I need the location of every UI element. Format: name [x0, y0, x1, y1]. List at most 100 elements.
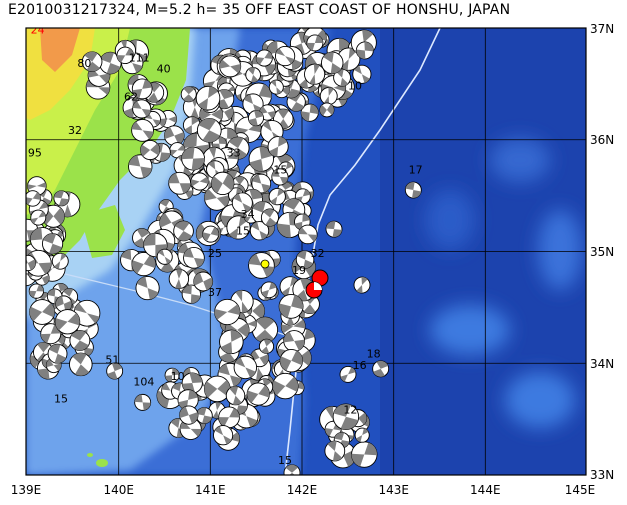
focal-mechanism-icon[interactable] — [219, 55, 242, 78]
focal-mechanism-icon[interactable] — [258, 338, 275, 354]
focal-mechanism-icon[interactable] — [20, 254, 36, 272]
focal-mechanism-icon[interactable] — [255, 49, 273, 67]
focal-mechanism-icon[interactable] — [248, 146, 274, 172]
focal-mechanism-icon[interactable] — [298, 224, 318, 245]
focal-mechanism-icon[interactable] — [260, 208, 279, 227]
focal-mechanism-icon[interactable] — [53, 190, 70, 207]
focal-mechanism-icon[interactable] — [134, 393, 152, 411]
focal-mechanism-icon[interactable] — [183, 246, 205, 269]
focal-mechanism-icon[interactable] — [131, 251, 156, 277]
focal-mechanism-icon[interactable] — [213, 425, 234, 446]
lon-label: 144E — [470, 483, 501, 497]
focal-mechanism-icon[interactable] — [73, 299, 101, 327]
focal-mechanism-icon[interactable] — [131, 119, 154, 142]
focal-mechanism-icon[interactable] — [319, 87, 338, 105]
focal-mechanism-icon[interactable] — [404, 181, 422, 199]
focal-mechanism-icon[interactable] — [279, 349, 304, 373]
focal-mechanism-icon[interactable] — [164, 367, 180, 383]
focal-mechanism-icon[interactable] — [135, 275, 160, 301]
focal-mechanism-icon[interactable] — [372, 360, 390, 378]
focal-mechanism-icon[interactable] — [300, 103, 319, 122]
focal-mechanism-icon[interactable] — [325, 220, 343, 238]
focal-mechanism-icon[interactable] — [352, 64, 372, 84]
focal-mechanism-icon[interactable] — [168, 268, 190, 290]
focal-mechanism-icon[interactable] — [131, 78, 153, 100]
focal-mechanism-icon[interactable] — [181, 146, 205, 171]
focal-mechanism-icon[interactable] — [41, 233, 64, 255]
focal-mechanism-icon[interactable] — [140, 140, 161, 161]
focal-mechanism-icon[interactable] — [116, 46, 134, 65]
focal-mechanism-icon[interactable] — [203, 375, 231, 403]
focal-mechanism-icon[interactable] — [332, 403, 360, 430]
mechanism-label: 95 — [28, 147, 42, 160]
focal-mechanism-icon[interactable] — [324, 440, 346, 462]
focal-mechanism-icon[interactable] — [40, 323, 62, 345]
focal-mechanism-icon[interactable] — [51, 252, 69, 270]
focal-mechanism-icon[interactable] — [251, 173, 272, 194]
focal-mechanism-icon[interactable] — [181, 284, 201, 304]
focal-mechanism-icon[interactable] — [218, 406, 240, 429]
focal-mechanism-icon[interactable] — [354, 427, 370, 443]
focal-mechanism-icon[interactable] — [283, 464, 301, 481]
focal-mechanism-icon[interactable] — [214, 298, 241, 326]
focal-mechanism-icon[interactable] — [242, 93, 264, 115]
focal-mechanism-icon[interactable] — [233, 355, 258, 380]
focal-mechanism-icon[interactable] — [106, 362, 124, 380]
focal-mechanism-icon[interactable] — [54, 309, 81, 335]
focal-mechanism-icon[interactable] — [47, 343, 68, 364]
mechanism-label: 16 — [353, 359, 367, 372]
focal-mechanism-icon[interactable] — [69, 330, 91, 351]
focal-mechanism-icon[interactable] — [226, 215, 251, 240]
focal-mechanism-icon[interactable] — [283, 330, 306, 352]
focal-mechanism-icon[interactable] — [260, 281, 278, 299]
focal-mechanism-icon[interactable] — [81, 51, 103, 72]
focal-mechanism-icon[interactable] — [267, 136, 289, 158]
focal-mechanism-icon[interactable] — [177, 389, 199, 411]
focal-mechanism-icon[interactable] — [179, 405, 199, 425]
focal-mechanism-icon[interactable] — [195, 407, 213, 425]
focal-mechanism-icon[interactable] — [173, 220, 194, 242]
focal-mechanism-icon[interactable] — [339, 365, 357, 383]
focal-mechanism-icon[interactable] — [271, 168, 289, 186]
focal-mechanism-icon[interactable] — [333, 68, 351, 87]
focal-mechanism-icon[interactable] — [164, 125, 185, 146]
focal-mechanism-icon[interactable] — [319, 102, 335, 118]
focal-mechanism-icon[interactable] — [278, 293, 304, 319]
focal-mechanism-icon[interactable] — [246, 382, 270, 406]
focal-mechanism-icon[interactable] — [247, 110, 265, 127]
focal-mechanism-icon[interactable] — [30, 209, 47, 226]
focal-mechanism-icon[interactable] — [219, 329, 244, 355]
focal-mechanism-icon[interactable] — [321, 51, 344, 75]
focal-mechanism-icon[interactable] — [25, 190, 41, 207]
focal-mechanism-icon[interactable] — [353, 276, 371, 294]
focal-mechanism-icon[interactable] — [128, 154, 153, 179]
focal-mechanism-icon[interactable] — [190, 172, 209, 191]
highlighted-event[interactable] — [305, 269, 329, 299]
focal-mechanism-icon[interactable] — [132, 99, 152, 119]
focal-mechanism-icon[interactable] — [29, 299, 55, 325]
focal-mechanism-icon[interactable] — [156, 248, 173, 265]
focal-mechanism-icon[interactable] — [306, 34, 324, 52]
focal-mechanism-icon[interactable] — [268, 188, 286, 206]
mechanism-label: 32 — [311, 247, 325, 260]
focal-mechanism-icon[interactable] — [69, 352, 93, 377]
focal-mechanism-icon[interactable] — [225, 385, 246, 406]
focal-mechanism-icon[interactable] — [355, 41, 374, 60]
focal-mechanism-icon[interactable] — [168, 171, 192, 195]
focal-mechanism-icon[interactable] — [196, 117, 222, 143]
focal-mechanism-icon[interactable] — [193, 271, 214, 292]
focal-mechanism-icon[interactable] — [211, 171, 235, 196]
focal-mechanism-icon[interactable] — [272, 372, 299, 400]
focal-mechanism-icon[interactable] — [249, 221, 270, 241]
focal-mechanism-icon[interactable] — [202, 225, 220, 243]
focal-mechanism-icon[interactable] — [295, 250, 315, 269]
focal-mechanism-icon[interactable] — [195, 85, 221, 111]
focal-mechanism-icon[interactable] — [180, 86, 197, 103]
focal-mechanism-icon[interactable] — [245, 67, 261, 83]
focal-mechanism-icon[interactable] — [28, 283, 45, 299]
focal-mechanism-icon[interactable] — [231, 192, 253, 214]
focal-mechanism-icon[interactable] — [268, 79, 284, 95]
focal-mechanism-icon[interactable] — [351, 441, 378, 468]
focal-mechanism-icon[interactable] — [304, 63, 326, 85]
focal-mechanism-icon[interactable] — [274, 45, 296, 67]
